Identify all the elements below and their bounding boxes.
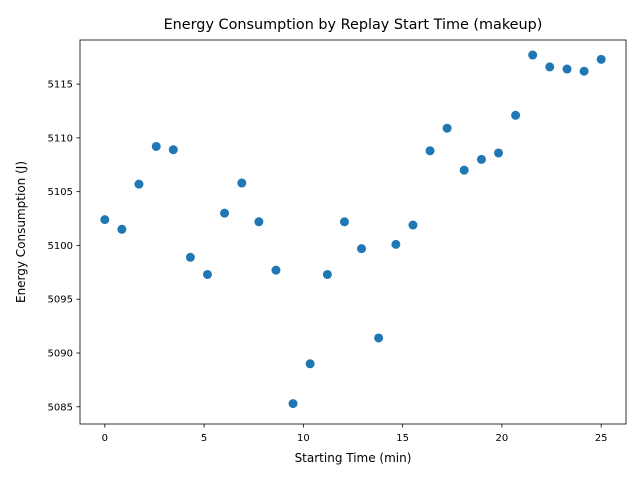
data-point — [528, 50, 538, 60]
data-point — [596, 54, 606, 64]
plot-area — [79, 39, 627, 425]
x-tick-label: 15 — [396, 433, 409, 444]
data-point — [117, 224, 127, 234]
data-point — [288, 399, 298, 409]
y-tick-label: 5085 — [48, 402, 73, 413]
data-point — [168, 145, 178, 155]
data-point — [442, 123, 452, 133]
data-point — [305, 359, 315, 369]
data-point — [322, 269, 332, 279]
x-tick-label: 5 — [201, 433, 207, 444]
data-point — [425, 146, 435, 156]
x-tick-label: 0 — [102, 433, 108, 444]
y-axis-label: Energy Consumption (J) — [14, 161, 28, 303]
data-point — [476, 154, 486, 164]
y-tick-label: 5110 — [48, 133, 73, 144]
data-point — [408, 220, 418, 230]
data-point — [494, 148, 504, 158]
data-point — [185, 252, 195, 262]
data-point — [459, 165, 469, 175]
data-point — [545, 62, 555, 72]
data-point — [151, 141, 161, 151]
data-point — [220, 208, 230, 218]
data-point — [254, 217, 264, 227]
data-point — [134, 179, 144, 189]
data-point — [237, 178, 247, 188]
data-points — [100, 50, 606, 409]
x-tick-label: 10 — [297, 433, 310, 444]
data-point — [579, 66, 589, 76]
y-tick-label: 5105 — [48, 187, 73, 198]
y-tick-label: 5100 — [48, 241, 73, 252]
x-axis-ticks: 0 5 10 15 20 25 — [102, 424, 608, 444]
chart-title: Energy Consumption by Replay Start Time … — [164, 17, 543, 33]
x-axis-label: Starting Time (min) — [295, 451, 412, 465]
x-tick-label: 25 — [595, 433, 608, 444]
data-point — [100, 215, 110, 225]
data-point — [339, 217, 349, 227]
y-tick-label: 5095 — [48, 295, 73, 306]
data-point — [357, 244, 367, 254]
data-point — [562, 64, 572, 74]
data-point — [271, 265, 281, 275]
data-point — [391, 239, 401, 249]
y-tick-label: 5090 — [48, 349, 73, 360]
data-point — [374, 333, 384, 343]
data-point — [202, 269, 212, 279]
data-point — [511, 110, 521, 120]
y-axis-ticks: 5085 5090 5095 5100 5105 5110 5115 — [48, 80, 80, 413]
x-tick-label: 20 — [496, 433, 509, 444]
y-tick-label: 5115 — [48, 80, 73, 91]
